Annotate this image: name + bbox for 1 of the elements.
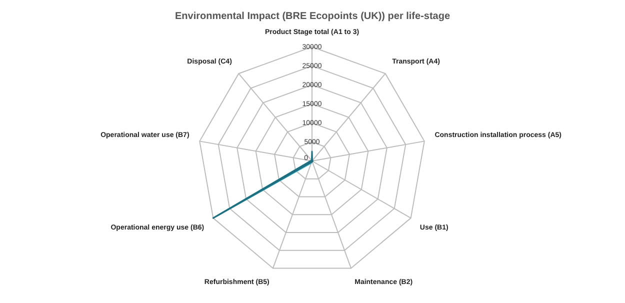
chart-title: Environmental Impact (BRE Ecopoints (UK)) per life-stage xyxy=(174,10,450,22)
